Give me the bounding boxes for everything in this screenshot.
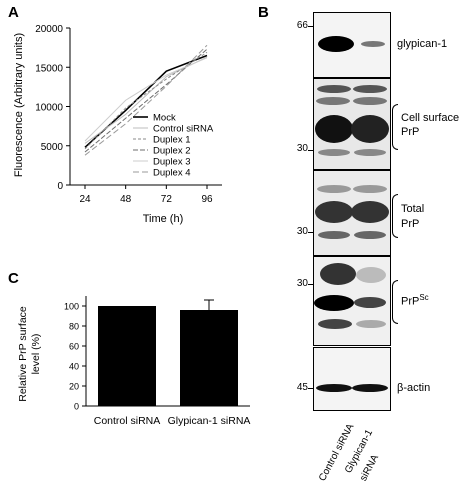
bracket: [392, 194, 398, 238]
band: [352, 384, 388, 392]
band: [317, 85, 351, 93]
legend-label: Duplex 1: [153, 135, 191, 146]
band: [361, 41, 385, 47]
panel-label-c: C: [8, 270, 19, 287]
bar-chart-panel-c: Relative PrP surface level (%) 0 20 40 60 80…: [17, 296, 251, 427]
y-tick-label: 60: [69, 342, 79, 352]
mw-tick: [308, 388, 314, 389]
legend-label: Mock: [153, 113, 176, 124]
blot-label-prp: PrP: [401, 126, 420, 138]
line-chart-panel-a: Fluorescence (Arbitrary units) Time (h) …: [13, 24, 222, 225]
x-tick-label: 48: [120, 194, 132, 205]
panel-label-b: B: [258, 4, 269, 21]
blot-label-prpsc: PrPSc: [401, 293, 429, 308]
band: [351, 201, 389, 223]
y-axis-label-line1: Relative PrP surface: [17, 306, 29, 402]
prp-text: PrP: [401, 295, 420, 308]
x-tick-label: Control siRNA: [94, 415, 161, 427]
x-tick-label: 72: [161, 194, 173, 205]
bracket: [392, 104, 398, 150]
band: [354, 149, 386, 156]
mw-marker: 30: [296, 278, 308, 289]
x-tick-label: Glypican-1 siRNA: [168, 415, 251, 427]
band: [318, 36, 354, 52]
mw-marker: 45: [296, 382, 308, 393]
y-tick-label: 80: [69, 322, 79, 332]
blot-beta-actin: [313, 347, 391, 411]
band: [356, 267, 386, 283]
legend-label: Control siRNA: [153, 124, 214, 135]
band: [320, 263, 356, 285]
y-tick-label: 15000: [35, 63, 63, 74]
series-line: [84, 57, 208, 142]
band: [318, 319, 352, 329]
blot-label-glypican-1: glypican-1: [397, 38, 448, 50]
mw-tick: [308, 232, 314, 233]
mw-marker: 30: [296, 143, 308, 154]
y-axis-label-line2: level (%): [30, 334, 42, 375]
band: [315, 201, 353, 223]
blot-label-cell-surface: Cell surface: [401, 112, 460, 124]
bar: [180, 310, 238, 406]
blot-glypican-1: [313, 12, 391, 78]
band: [354, 297, 386, 308]
y-axis-label: Fluorescence (Arbitrary units): [13, 33, 25, 177]
mw-tick: [308, 284, 314, 285]
y-tick-label: 0: [74, 402, 79, 412]
x-tick-label: 24: [79, 194, 91, 205]
blot-total-prp: [313, 170, 391, 256]
band: [316, 97, 350, 105]
blot-cell-surface-prp: [313, 78, 391, 170]
band: [354, 231, 386, 239]
y-tick-label: 20000: [35, 24, 63, 35]
band: [315, 115, 353, 143]
band: [317, 185, 351, 193]
blot-label-total: Total: [401, 203, 425, 215]
band: [356, 320, 386, 328]
bar: [98, 306, 156, 406]
x-tick-label: 96: [201, 194, 213, 205]
mw-tick: [308, 26, 314, 27]
band: [353, 85, 387, 93]
series-line: [84, 44, 208, 156]
band: [314, 295, 354, 311]
bracket: [392, 280, 398, 324]
legend-label: Duplex 4: [153, 168, 191, 179]
band: [353, 185, 387, 193]
y-tick-label: 40: [69, 362, 79, 372]
blot-label-prp: PrP: [401, 218, 420, 230]
y-tick-label: 20: [69, 382, 79, 392]
y-tick-label: 100: [64, 302, 79, 312]
legend-label: Duplex 2: [153, 146, 191, 157]
band: [353, 97, 387, 105]
band: [316, 384, 352, 392]
series-line: [84, 48, 208, 153]
blot-label-beta-actin: β-actin: [397, 382, 431, 394]
band: [351, 115, 389, 143]
y-tick-label: 5000: [41, 142, 64, 153]
band: [318, 149, 350, 156]
y-tick-label: 0: [57, 181, 63, 192]
band: [318, 231, 350, 239]
panel-label-a: A: [8, 4, 19, 21]
x-axis-label: Time (h): [143, 213, 184, 225]
mw-tick: [308, 150, 314, 151]
legend-label: Duplex 3: [153, 157, 191, 168]
mw-marker: 30: [296, 226, 308, 237]
y-tick-label: 10000: [35, 103, 63, 114]
sc-superscript: Sc: [419, 293, 429, 302]
mw-marker: 66: [296, 20, 308, 31]
blot-prpsc: [313, 256, 391, 346]
